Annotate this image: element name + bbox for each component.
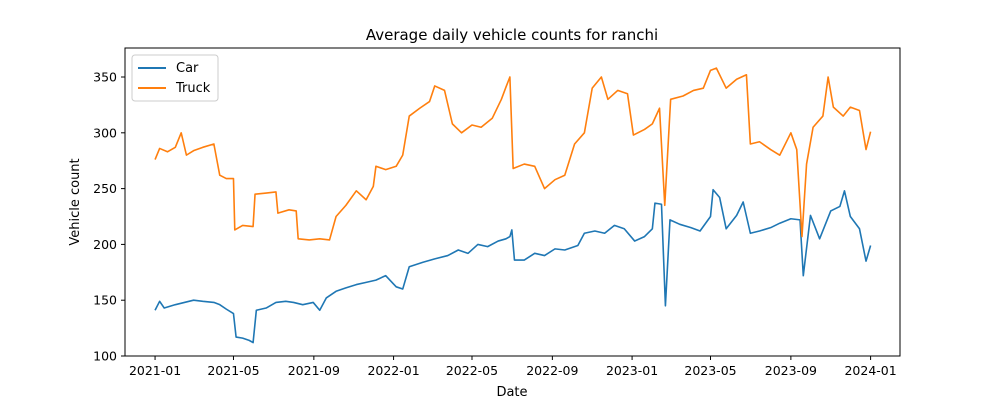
- series-layer: [154, 67, 872, 344]
- x-tick-label: 2023-05: [684, 363, 736, 378]
- y-tick-label: 250: [93, 181, 117, 196]
- x-tick-label: 2021-05: [207, 363, 259, 378]
- x-tick-label: 2021-09: [288, 363, 340, 378]
- series-line-truck: [154, 67, 872, 241]
- x-axis: 2021-01 2021-05 2021-09 2022-01 2022-05 2022-…: [129, 356, 897, 378]
- y-axis-label: Vehicle count: [68, 158, 83, 245]
- y-axis: 100 150 200 250 300 350: [93, 70, 125, 364]
- legend-label-car: Car: [176, 61, 199, 76]
- legend-box: [131, 54, 219, 102]
- plot-frame: [124, 47, 901, 357]
- chart-title: Average daily vehicle counts for ranchi: [366, 26, 658, 44]
- x-axis-label: Date: [496, 385, 527, 400]
- x-tick-label: 2024-01: [844, 363, 896, 378]
- x-tick-label: 2023-09: [765, 363, 817, 378]
- x-tick-label: 2023-01: [606, 363, 658, 378]
- x-tick-label: 2022-05: [446, 363, 498, 378]
- legend-label-truck: Truck: [175, 81, 211, 96]
- legend: Car Truck: [131, 54, 219, 102]
- x-tick-label: 2022-01: [367, 363, 419, 378]
- x-tick-label: 2022-09: [526, 363, 578, 378]
- y-tick-label: 100: [93, 349, 117, 364]
- y-tick-label: 200: [93, 237, 117, 252]
- y-tick-label: 350: [93, 70, 117, 85]
- y-tick-label: 300: [93, 125, 117, 140]
- x-tick-label: 2021-01: [129, 363, 181, 378]
- y-tick-label: 150: [93, 293, 117, 308]
- series-line-car: [154, 188, 872, 344]
